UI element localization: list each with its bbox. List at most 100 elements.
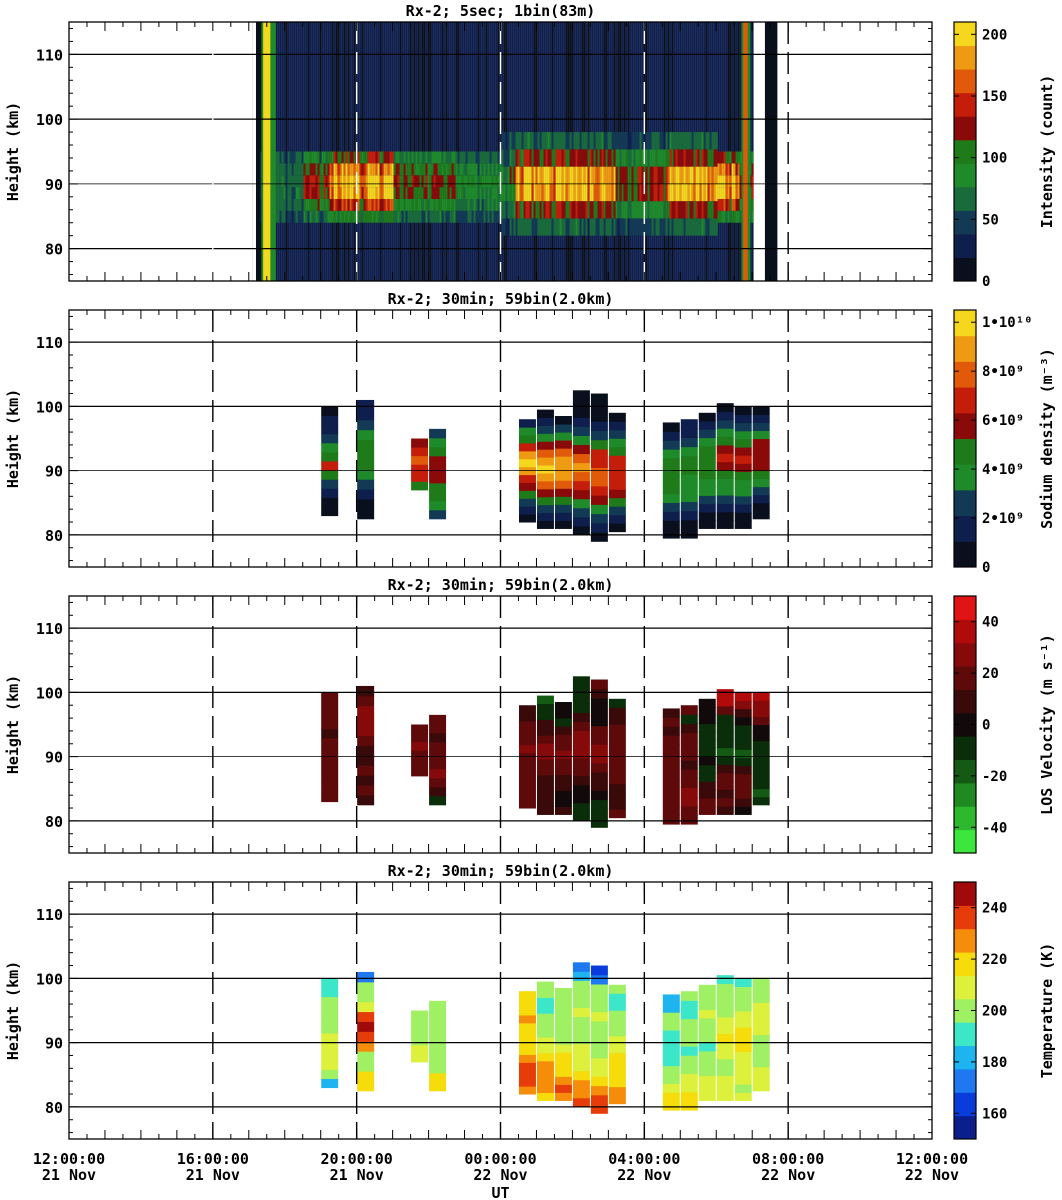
data-cell <box>429 500 447 511</box>
data-cell <box>411 758 429 768</box>
data-gap <box>252 22 256 281</box>
intensity-layer-cell <box>673 132 676 150</box>
intensity-layer-cell <box>375 163 378 176</box>
data-cell <box>662 511 680 521</box>
intensity-layer-cell <box>315 163 318 176</box>
data-cell <box>590 965 608 976</box>
data-cell <box>734 708 752 718</box>
data-cell <box>752 756 770 766</box>
intensity-layer-cell <box>385 187 388 199</box>
intensity-layer-cell <box>549 132 552 150</box>
intensity-layer-cell <box>521 183 524 202</box>
intensity-layer-cell <box>369 163 372 176</box>
intensity-layer-cell <box>579 132 582 150</box>
intensity-layer-cell <box>301 198 304 211</box>
intensity-layer-cell <box>447 210 450 223</box>
data-cell <box>572 730 590 741</box>
intensity-layer-cell <box>651 218 654 236</box>
data-cell <box>554 520 572 529</box>
data-cell <box>734 479 752 489</box>
data-cell <box>608 1027 626 1037</box>
intensity-layer-cell <box>715 149 718 167</box>
data-cell <box>608 749 626 759</box>
intensity-layer-cell <box>317 163 320 176</box>
intensity-layer-cell <box>595 132 598 150</box>
intensity-layer-cell <box>431 151 434 164</box>
intensity-layer-cell <box>609 201 612 219</box>
data-cell <box>321 470 339 480</box>
intensity-layer-cell <box>655 218 658 236</box>
intensity-layer-cell <box>427 198 430 211</box>
data-cell <box>680 1064 698 1075</box>
intensity-layer-cell <box>691 132 694 150</box>
colorbar-swatch <box>954 1045 976 1070</box>
intensity-layer-cell <box>695 218 698 236</box>
data-cell <box>734 781 752 791</box>
data-cell <box>698 1083 716 1093</box>
intensity-layer-cell <box>675 183 678 202</box>
intensity-layer-cell <box>395 151 398 164</box>
data-cell <box>734 749 752 758</box>
intensity-layer-cell <box>295 175 298 188</box>
plot-area <box>321 962 770 1114</box>
data-cell <box>572 399 590 409</box>
data-cell <box>429 1009 447 1020</box>
intensity-layer-cell <box>507 201 510 219</box>
data-cell <box>752 1082 770 1092</box>
intensity-layer-cell <box>453 175 456 188</box>
colorbar-swatch <box>954 952 976 976</box>
intensity-layer-cell <box>369 175 372 188</box>
intensity-layer-cell <box>687 218 690 236</box>
intensity-layer-cell <box>369 210 372 223</box>
intensity-layer-cell <box>565 149 568 167</box>
data-cell <box>590 421 608 431</box>
intensity-layer-cell <box>349 210 352 223</box>
intensity-layer-cell <box>419 163 422 176</box>
intensity-layer-cell <box>449 210 452 223</box>
intensity-layer-cell <box>553 166 556 184</box>
intensity-layer-cell <box>553 132 556 150</box>
intensity-layer-cell <box>275 210 278 223</box>
intensity-layer-cell <box>637 183 640 202</box>
data-cell <box>590 1067 608 1077</box>
data-cell <box>536 512 554 522</box>
intensity-layer-cell <box>693 201 696 219</box>
intensity-layer-cell <box>357 163 360 176</box>
data-cell <box>590 983 608 994</box>
intensity-layer-cell <box>467 198 470 211</box>
intensity-layer-cell <box>717 198 720 211</box>
y-tick-label: 100 <box>36 398 63 416</box>
intensity-layer-cell <box>399 198 402 211</box>
intensity-layer-cell <box>721 151 724 164</box>
intensity-layer-cell <box>497 163 500 176</box>
intensity-layer-cell <box>693 183 696 202</box>
data-cell <box>357 735 375 746</box>
colorbar-swatch <box>954 1092 976 1117</box>
intensity-layer-cell <box>285 175 288 188</box>
intensity-layer-cell <box>681 218 684 236</box>
data-cell <box>662 529 680 539</box>
intensity-layer-cell <box>669 132 672 150</box>
intensity-layer-cell <box>615 201 618 219</box>
data-cell <box>536 981 554 991</box>
intensity-layer-cell <box>751 187 754 199</box>
data-cell <box>734 520 752 529</box>
intensity-layer-cell <box>585 201 588 219</box>
intensity-layer-cell <box>475 163 478 176</box>
data-cell <box>608 766 626 776</box>
intensity-layer-cell <box>431 175 434 188</box>
intensity-layer-cell <box>559 218 562 236</box>
intensity-layer-cell <box>675 166 678 184</box>
intensity-layer-cell <box>713 166 716 184</box>
data-cell <box>536 1068 554 1078</box>
intensity-layer-cell <box>555 132 558 150</box>
data-cell <box>536 1052 554 1062</box>
intensity-layer-cell <box>685 132 688 150</box>
intensity-layer-cell <box>453 210 456 223</box>
intensity-layer-cell <box>481 151 484 164</box>
intensity-layer-cell <box>621 166 624 184</box>
intensity-layer-cell <box>569 166 572 184</box>
data-cell <box>554 1028 572 1037</box>
data-cell <box>536 520 554 529</box>
